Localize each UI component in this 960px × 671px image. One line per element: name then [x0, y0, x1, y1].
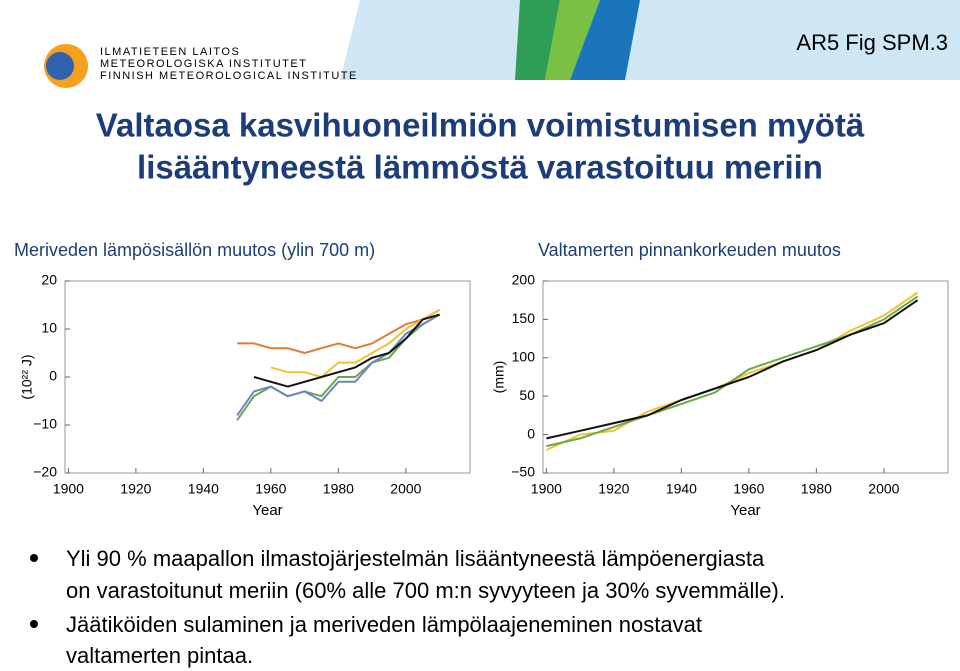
series-line	[270, 308, 441, 378]
chart-title: Valtamerten pinnankorkeuden muutos	[538, 240, 841, 260]
series-line	[546, 295, 919, 448]
x-tick-label: 1980	[323, 481, 354, 497]
y-axis-label: (mm)	[491, 361, 507, 394]
x-tick-label: 1980	[801, 481, 832, 497]
series-line	[236, 313, 441, 421]
y-tick-label: −10	[33, 416, 57, 432]
header-stripe	[570, 0, 640, 80]
y-axis-label: (10²² J)	[19, 354, 35, 399]
header-stripe	[545, 0, 600, 80]
x-tick-label: 1920	[120, 481, 151, 497]
bullet-text: Jäätiköiden sulaminen ja meriveden lämpö…	[66, 612, 702, 637]
y-tick-label: 50	[519, 387, 535, 403]
header-band	[340, 0, 960, 80]
x-axis-label: Year	[252, 502, 282, 519]
x-tick-label: 1940	[188, 481, 219, 497]
plot-frame	[64, 280, 471, 474]
y-tick-label: −50	[511, 464, 535, 480]
y-tick-label: 10	[41, 320, 57, 336]
logo-mark	[46, 52, 74, 80]
y-tick-label: 100	[512, 349, 536, 365]
logo-text: ILMATIETEEN LAITOS	[100, 46, 240, 58]
x-tick-label: 1960	[255, 481, 286, 497]
y-tick-label: −20	[33, 464, 57, 480]
x-tick-label: 1920	[598, 481, 629, 497]
x-tick-label: 2000	[390, 481, 421, 497]
logo-text: FINNISH METEOROLOGICAL INSTITUTE	[100, 70, 358, 82]
y-tick-label: 0	[527, 425, 535, 441]
y-tick-label: 20	[41, 272, 57, 288]
y-tick-label: 150	[512, 310, 536, 326]
series-line	[546, 299, 919, 440]
bullet	[30, 620, 38, 628]
bullet-text: valtamerten pintaa.	[66, 643, 253, 668]
logo-text: METEOROLOGISKA INSTITUTET	[100, 58, 307, 70]
bullet-text: on varastoitunut meriin (60% alle 700 m:…	[66, 578, 785, 603]
x-tick-label: 1900	[53, 481, 84, 497]
slide-title: Valtaosa kasvihuoneilmiön voimistumisen …	[96, 107, 865, 144]
x-tick-label: 1960	[733, 481, 764, 497]
x-tick-label: 1940	[666, 481, 697, 497]
bullet	[30, 554, 38, 562]
x-tick-label: 1900	[531, 481, 562, 497]
y-tick-label: 0	[49, 368, 57, 384]
x-tick-label: 2000	[868, 481, 899, 497]
x-axis-label: Year	[730, 502, 760, 519]
plot-frame	[542, 280, 949, 474]
y-tick-label: 200	[512, 272, 536, 288]
slide-tag: AR5 Fig SPM.3	[796, 30, 948, 55]
series-line	[237, 308, 441, 354]
chart-title: Meriveden lämpösisällön muutos (ylin 700…	[14, 240, 375, 260]
series-line	[236, 313, 441, 416]
bullet-text: Yli 90 % maapallon ilmastojärjestelmän l…	[66, 546, 765, 571]
slide-title: lisääntyneestä lämmöstä varastoituu meri…	[137, 149, 823, 186]
series-line	[253, 313, 440, 388]
